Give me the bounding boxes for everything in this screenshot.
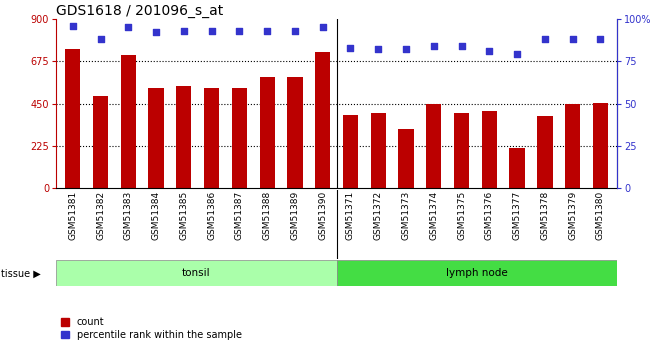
Point xyxy=(540,37,550,42)
Text: GSM51379: GSM51379 xyxy=(568,191,577,240)
Point xyxy=(373,47,383,52)
Bar xyxy=(482,111,497,188)
Text: GSM51385: GSM51385 xyxy=(180,191,188,240)
Text: GSM51377: GSM51377 xyxy=(513,191,521,240)
Point xyxy=(290,28,300,33)
Bar xyxy=(510,148,525,188)
Bar xyxy=(337,260,617,286)
Text: GSM51386: GSM51386 xyxy=(207,191,216,240)
Bar xyxy=(537,116,552,188)
Point xyxy=(150,30,161,35)
Text: GSM51388: GSM51388 xyxy=(263,191,272,240)
Point xyxy=(179,28,189,33)
Bar xyxy=(232,88,247,188)
Bar xyxy=(426,104,442,188)
Bar xyxy=(259,77,275,188)
Text: GSM51371: GSM51371 xyxy=(346,191,355,240)
Bar xyxy=(371,113,386,188)
Point xyxy=(95,37,106,42)
Point xyxy=(234,28,245,33)
Text: GDS1618 / 201096_s_at: GDS1618 / 201096_s_at xyxy=(56,4,223,18)
Point xyxy=(428,43,439,49)
Text: GSM51372: GSM51372 xyxy=(374,191,383,240)
Text: tissue ▶: tissue ▶ xyxy=(1,268,41,278)
Point xyxy=(595,37,606,42)
Text: GSM51389: GSM51389 xyxy=(290,191,300,240)
Bar xyxy=(593,102,608,188)
Point xyxy=(67,23,78,29)
Text: GSM51374: GSM51374 xyxy=(429,191,438,240)
Text: tonsil: tonsil xyxy=(182,268,211,278)
Text: GSM51380: GSM51380 xyxy=(596,191,605,240)
Point xyxy=(207,28,217,33)
Text: GSM51373: GSM51373 xyxy=(401,191,411,240)
Bar xyxy=(148,88,164,188)
Point xyxy=(568,37,578,42)
Text: GSM51384: GSM51384 xyxy=(152,191,160,240)
Text: GSM51375: GSM51375 xyxy=(457,191,466,240)
Bar xyxy=(287,77,302,188)
Bar xyxy=(204,88,219,188)
Point xyxy=(512,52,523,57)
Point xyxy=(484,48,494,54)
Text: GSM51382: GSM51382 xyxy=(96,191,105,240)
Bar xyxy=(121,55,136,188)
Bar xyxy=(176,86,191,188)
Point xyxy=(317,25,328,30)
Text: GSM51381: GSM51381 xyxy=(68,191,77,240)
Text: GSM51376: GSM51376 xyxy=(485,191,494,240)
Bar xyxy=(565,104,580,188)
Point xyxy=(123,25,133,30)
Point xyxy=(345,45,356,50)
Text: GSM51387: GSM51387 xyxy=(235,191,244,240)
Bar xyxy=(65,49,81,188)
Point xyxy=(262,28,273,33)
Bar xyxy=(454,113,469,188)
Text: GSM51378: GSM51378 xyxy=(541,191,549,240)
Bar xyxy=(343,115,358,188)
Point xyxy=(401,47,411,52)
Text: GSM51383: GSM51383 xyxy=(124,191,133,240)
Text: GSM51390: GSM51390 xyxy=(318,191,327,240)
Legend: count, percentile rank within the sample: count, percentile rank within the sample xyxy=(61,317,242,340)
Bar xyxy=(315,52,331,188)
Point xyxy=(456,43,467,49)
Bar xyxy=(399,129,414,188)
Bar xyxy=(56,260,337,286)
Bar xyxy=(93,96,108,188)
Text: lymph node: lymph node xyxy=(446,268,508,278)
